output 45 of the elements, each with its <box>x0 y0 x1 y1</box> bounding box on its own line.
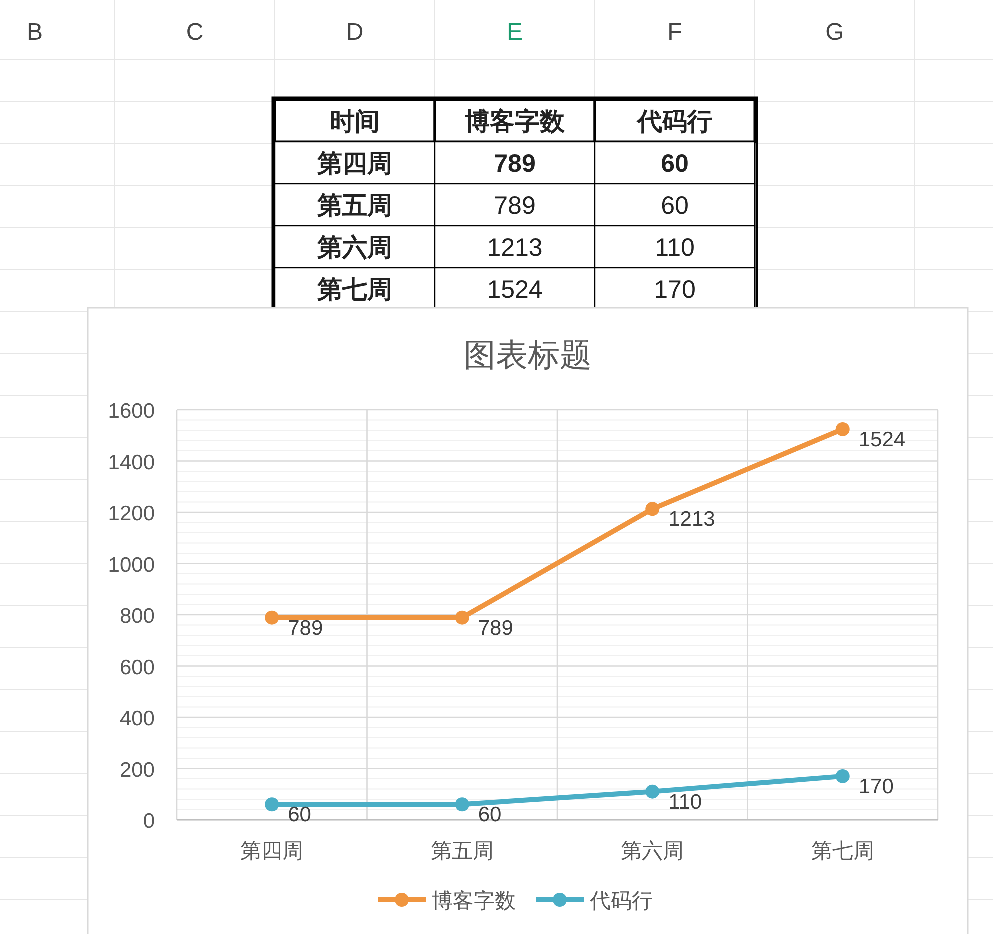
legend-label: 代码行 <box>589 890 653 913</box>
category-label: 第四周 <box>318 150 392 178</box>
text: 789 <box>494 150 536 178</box>
x-tick-label: 第七周 <box>811 840 874 863</box>
text: 1524 <box>487 276 543 304</box>
text: E <box>506 19 524 46</box>
text: 60 <box>661 192 689 220</box>
text: 110 <box>655 234 695 262</box>
legend-label: 博客字数 <box>432 890 516 913</box>
data-label: 110 <box>668 790 702 814</box>
y-tick-label: 1400 <box>108 451 155 474</box>
text: B <box>26 19 44 46</box>
y-tick-label: 800 <box>120 605 155 628</box>
y-tick-label: 1200 <box>108 502 155 526</box>
data-label: 60 <box>288 804 312 827</box>
x-tick-label: 第四周 <box>240 840 304 863</box>
text: 博客字数 <box>465 108 565 136</box>
text: C <box>186 19 204 46</box>
data-label: 60 <box>478 804 502 827</box>
data-label: 170 <box>858 775 894 798</box>
category-label: 第六周 <box>318 234 392 262</box>
text: 60 <box>661 150 689 178</box>
x-tick-label: 第五周 <box>430 840 494 863</box>
data-label: 1524 <box>858 428 906 452</box>
data-label: 789 <box>478 616 514 640</box>
text: F <box>668 19 682 46</box>
text: 1213 <box>487 234 543 262</box>
y-tick-label: 200 <box>120 758 155 782</box>
data-label: 789 <box>288 616 324 640</box>
category-label: 第五周 <box>318 192 392 220</box>
y-tick-label: 0 <box>143 810 155 833</box>
x-tick-label: 第六周 <box>621 840 684 863</box>
text: 时间 <box>330 108 380 136</box>
y-tick-label: 600 <box>120 656 155 680</box>
chart-title: 图表标题 <box>464 337 592 373</box>
y-tick-label: 400 <box>120 708 155 730</box>
text: 170 <box>654 276 696 304</box>
data-label: 1213 <box>668 508 716 532</box>
y-tick-label: 1600 <box>108 400 155 423</box>
text: G <box>826 19 844 46</box>
text: D <box>346 19 364 46</box>
text: 789 <box>494 192 536 220</box>
y-tick-label: 1000 <box>108 554 155 577</box>
category-label: 第七周 <box>318 276 392 304</box>
text: 代码行 <box>638 108 712 136</box>
